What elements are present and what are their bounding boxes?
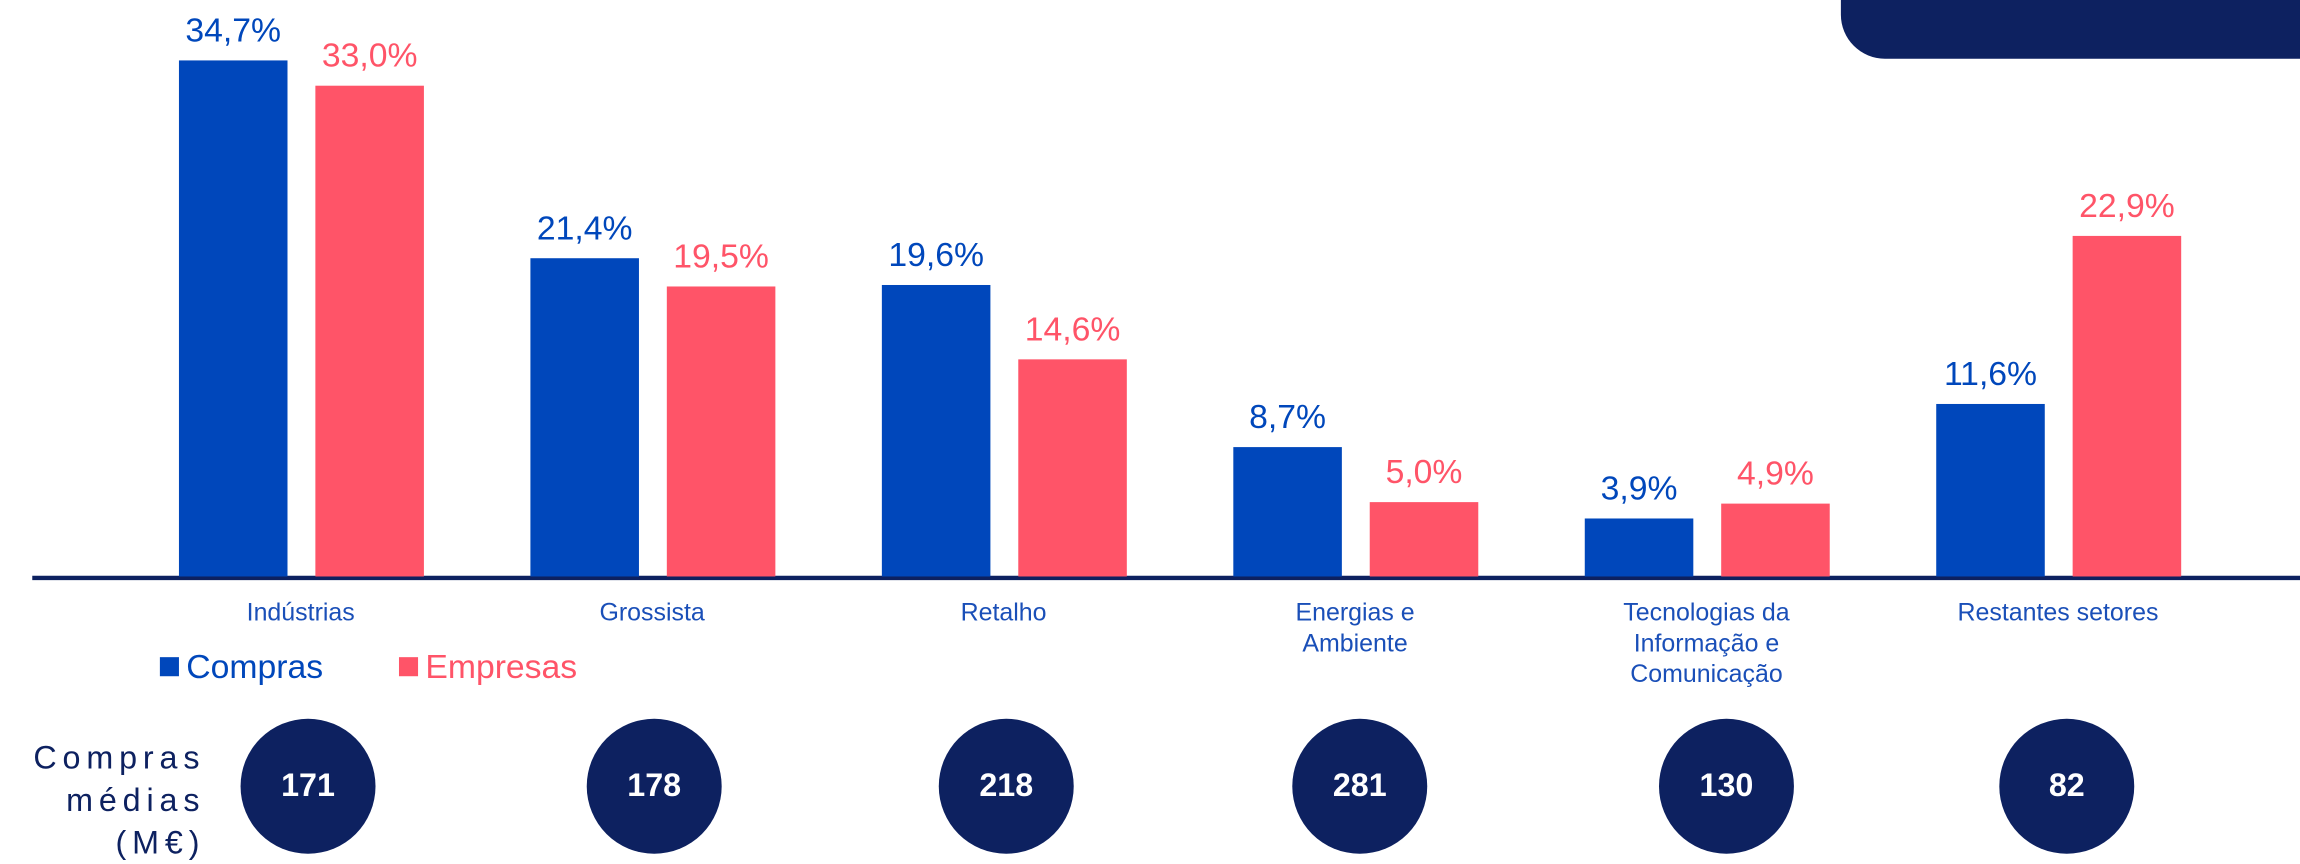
value-label: 11,6% bbox=[1944, 355, 2037, 393]
x-tick-label: Restantes setores bbox=[1957, 598, 2159, 627]
bar bbox=[1233, 447, 1342, 577]
average-value: 281 bbox=[1333, 767, 1387, 803]
average-value: 130 bbox=[1700, 767, 1754, 803]
legend-swatch bbox=[159, 657, 179, 677]
value-label: 22,9% bbox=[2079, 187, 2175, 225]
value-label: 34,7% bbox=[185, 11, 281, 49]
bar bbox=[666, 286, 776, 577]
bar bbox=[1584, 518, 1694, 577]
average-value: 82 bbox=[2049, 767, 2085, 803]
average-circle bbox=[1658, 718, 1794, 854]
x-tick-label: Tecnologias da Informação e Comunicação bbox=[1623, 598, 1790, 688]
average-circle bbox=[1999, 718, 2135, 854]
bar bbox=[1936, 403, 2045, 577]
corner-decoration bbox=[1840, 0, 2300, 59]
bar bbox=[530, 258, 639, 577]
x-tick-label: Energias e Ambiente bbox=[1295, 598, 1415, 658]
bar bbox=[1018, 359, 1127, 577]
legend-label: Empresas bbox=[425, 648, 577, 686]
average-circle bbox=[1292, 718, 1428, 854]
value-label: 33,0% bbox=[322, 37, 418, 75]
x-tick-label-box: Energias e Ambiente bbox=[1295, 598, 1415, 658]
bar bbox=[881, 284, 991, 577]
legend-label: Compras bbox=[186, 648, 323, 686]
value-label: 14,6% bbox=[1025, 310, 1121, 348]
average-circle bbox=[240, 718, 376, 854]
x-tick-label-box: Grossista bbox=[599, 598, 705, 627]
value-label: 21,4% bbox=[537, 209, 633, 247]
bar bbox=[2072, 235, 2182, 577]
x-tick-label-box: Indústrias bbox=[246, 598, 355, 627]
average-value: 178 bbox=[627, 767, 681, 803]
x-tick-label-box: Tecnologias da Informação e Comunicação bbox=[1623, 598, 1790, 688]
x-tick-label: Indústrias bbox=[246, 598, 355, 627]
average-value: 218 bbox=[979, 767, 1033, 803]
x-tick-label: Retalho bbox=[960, 598, 1047, 627]
averages-label: Compras médias (M€) bbox=[33, 739, 206, 862]
bar bbox=[315, 85, 424, 577]
value-label: 8,7% bbox=[1249, 398, 1326, 436]
value-label: 19,5% bbox=[673, 238, 769, 276]
legend-swatch bbox=[398, 657, 419, 677]
value-label: 5,0% bbox=[1386, 453, 1463, 491]
value-label: 3,9% bbox=[1601, 470, 1678, 508]
average-circle bbox=[938, 718, 1074, 854]
value-label: 4,9% bbox=[1737, 455, 1814, 493]
bar bbox=[1369, 502, 1479, 577]
averages-label-box: Compras médias (M€) bbox=[33, 739, 206, 862]
average-value: 171 bbox=[281, 767, 335, 803]
x-tick-label-box: Restantes setores bbox=[1957, 598, 2159, 627]
bar bbox=[1721, 503, 1830, 577]
x-tick-label: Grossista bbox=[599, 598, 705, 627]
average-circle bbox=[586, 718, 722, 854]
value-label: 19,6% bbox=[888, 236, 984, 274]
x-tick-label-box: Retalho bbox=[960, 598, 1047, 627]
bar bbox=[178, 60, 288, 577]
